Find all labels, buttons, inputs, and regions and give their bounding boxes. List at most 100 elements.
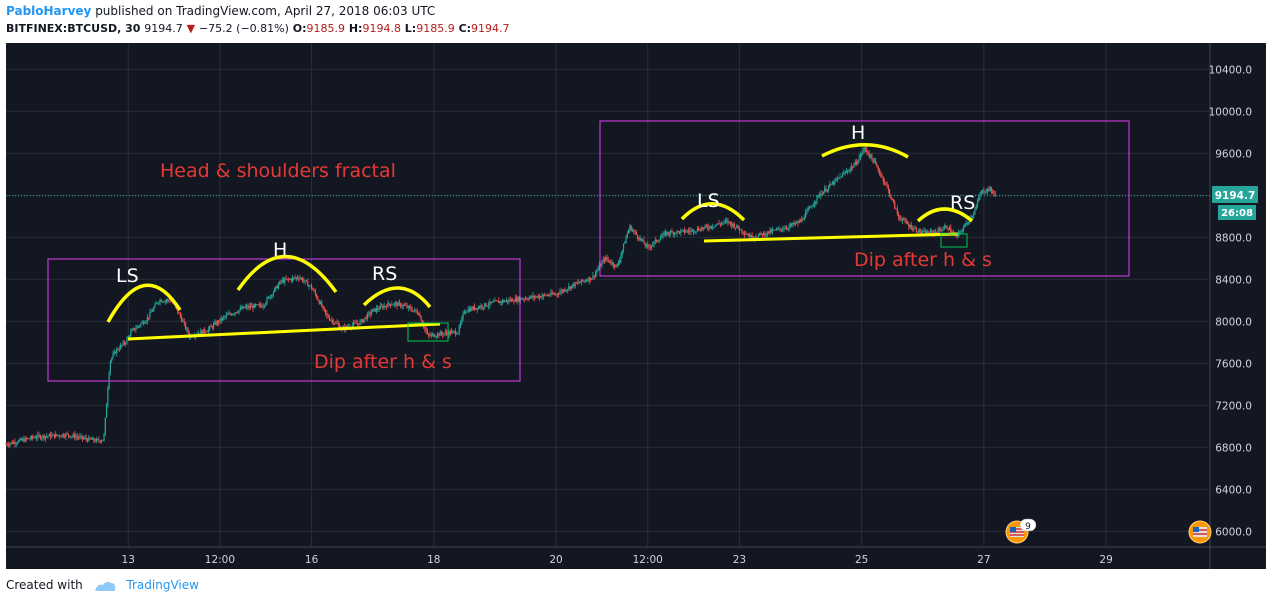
candle-body: [616, 264, 618, 266]
candle-body: [426, 331, 429, 334]
candle-body: [162, 301, 164, 303]
candle-body: [14, 442, 16, 444]
candle-body: [808, 207, 811, 210]
candle-body: [703, 227, 705, 229]
candle-body: [701, 228, 704, 229]
candle-body: [575, 282, 578, 284]
change-value: −75.2 (−0.81%): [198, 22, 289, 35]
event-flag-icon-edge[interactable]: [1188, 520, 1212, 544]
candle-body: [876, 164, 878, 167]
candle-body: [910, 225, 912, 230]
candle-body: [295, 277, 297, 279]
candle-body: [546, 295, 548, 296]
candle-body: [605, 257, 607, 261]
candle-body: [699, 230, 701, 232]
candle-body: [10, 442, 12, 444]
candle-body: [476, 308, 478, 310]
candle-body: [41, 437, 43, 439]
candle-body: [114, 351, 117, 354]
candle-body: [529, 296, 532, 298]
candle-body: [862, 150, 864, 154]
candle-body: [225, 314, 227, 317]
candle-body: [713, 226, 715, 228]
event-flag-icon[interactable]: 9: [1005, 518, 1037, 544]
candle-body: [113, 351, 115, 355]
candle-body: [569, 286, 571, 289]
candle-body: [625, 237, 627, 244]
candle-body: [16, 442, 19, 444]
candle-body: [95, 439, 98, 442]
candle-body: [304, 280, 306, 282]
candle-body: [19, 438, 21, 441]
candle-body: [587, 280, 589, 282]
candle-body: [619, 259, 621, 263]
candle-body: [812, 204, 814, 207]
candle-body: [71, 436, 73, 437]
candle-body: [438, 333, 440, 336]
candle-body: [706, 226, 709, 228]
candle-body: [33, 437, 35, 439]
candle-body: [136, 326, 138, 329]
candle-body: [21, 438, 24, 441]
candle-body: [597, 268, 599, 271]
candle-body: [979, 194, 981, 198]
candle-body: [271, 295, 273, 296]
candle-body: [453, 331, 455, 332]
candle-body: [588, 277, 590, 282]
candle-body: [178, 312, 180, 314]
candle-body: [23, 438, 25, 442]
candle-body: [858, 157, 860, 162]
chart-background: [6, 43, 1210, 547]
candle-body: [531, 296, 533, 298]
candle-body: [764, 232, 766, 236]
candle-body: [840, 176, 842, 178]
candle-body: [276, 286, 278, 289]
candle-body: [821, 193, 823, 195]
candle-body: [15, 443, 17, 445]
candle-body: [154, 304, 156, 308]
candle-body: [872, 158, 874, 163]
candle-body: [990, 187, 993, 191]
candle-body: [645, 244, 648, 246]
candle-body: [27, 438, 29, 440]
y-tick-label: 8400.0: [1215, 274, 1252, 286]
candle-body: [207, 328, 210, 332]
candle-body: [302, 278, 304, 282]
candle-body: [656, 239, 658, 242]
candle-body: [383, 305, 385, 309]
candle-body: [75, 436, 77, 438]
candle-body: [11, 442, 13, 444]
y-tick-label: 9600.0: [1215, 148, 1252, 160]
candle-body: [65, 433, 67, 437]
x-tick-label: 20: [549, 554, 562, 566]
candle-body: [330, 319, 332, 321]
candle-body: [565, 290, 567, 292]
candle-body: [224, 316, 226, 318]
candle-body: [150, 311, 152, 313]
candle-body: [326, 312, 328, 316]
candle-body: [235, 312, 238, 314]
down-arrow-icon: ▼: [186, 22, 196, 35]
close-label: C:: [458, 22, 472, 35]
author-link[interactable]: PabloHarvey: [6, 4, 92, 18]
candle-body: [38, 434, 40, 436]
candle-body: [458, 326, 460, 333]
candle-body: [859, 154, 861, 158]
candle-body: [733, 224, 735, 228]
candle-body: [754, 237, 756, 239]
candle-body: [883, 181, 886, 183]
candle-body: [155, 303, 157, 305]
candle-body: [691, 229, 693, 231]
candle-body: [895, 208, 897, 210]
candle-body: [891, 198, 893, 200]
left-rs-label: RS: [372, 263, 397, 285]
tradingview-link[interactable]: TradingView: [126, 578, 199, 592]
candle-body: [429, 335, 431, 336]
candle-body: [123, 342, 126, 344]
candle-body: [983, 190, 985, 193]
candle-body: [142, 322, 145, 324]
candle-body: [925, 231, 928, 235]
fractal-title: Head & shoulders fractal: [160, 160, 396, 182]
candle-body: [69, 435, 71, 437]
